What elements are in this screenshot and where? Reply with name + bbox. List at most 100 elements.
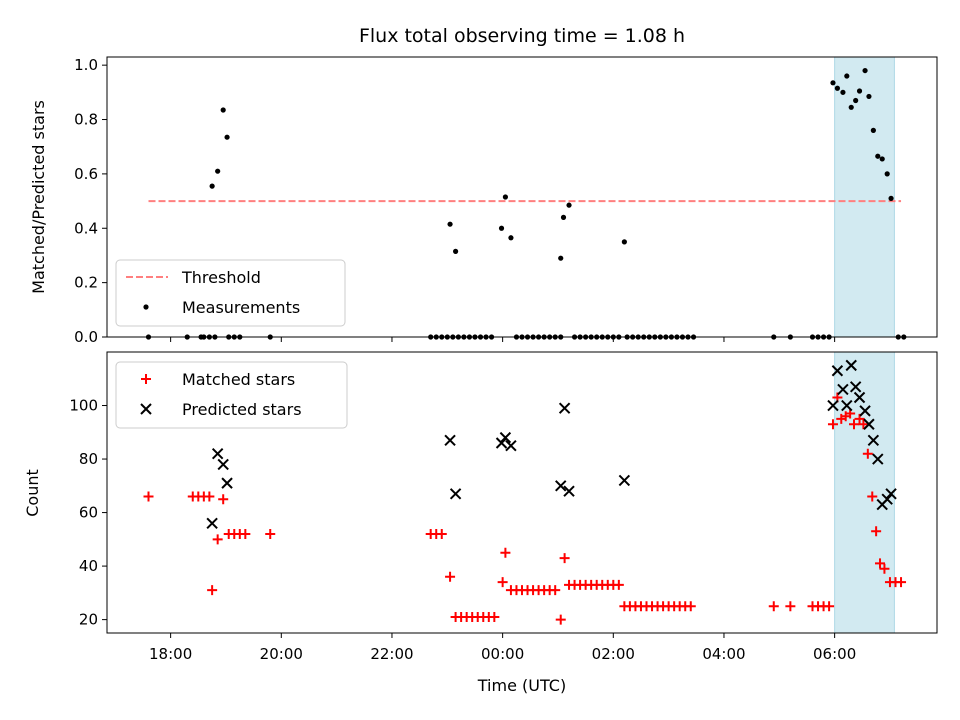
measurement-point	[875, 153, 881, 159]
matched-point	[613, 579, 624, 590]
matched-point	[436, 528, 447, 539]
matched-point	[555, 614, 566, 625]
measurement-point	[888, 195, 894, 201]
highlight-span	[834, 56, 895, 338]
predicted-point	[885, 488, 897, 500]
matched-point	[896, 577, 907, 588]
predicted-point	[495, 437, 508, 449]
measurement-point	[853, 97, 859, 104]
matched-point	[218, 494, 229, 505]
predicted-point	[211, 447, 224, 460]
legend-frame	[115, 259, 346, 327]
matched-point	[867, 491, 878, 502]
measurement-point	[834, 85, 841, 91]
x-tick-label: 02:00	[592, 645, 635, 663]
legend-measurement-marker	[143, 304, 149, 310]
x-tick-label: 22:00	[370, 645, 413, 663]
matched-point	[862, 448, 873, 459]
y-tick-label: 0.6	[74, 165, 98, 183]
predicted-point	[444, 434, 456, 447]
legend-label: Predicted stars	[182, 400, 302, 419]
y-tick-label: 60	[79, 504, 98, 522]
measurement-point	[840, 89, 846, 95]
legend: Threshold Measurements	[115, 259, 346, 327]
predicted-point	[827, 399, 839, 412]
legend-matched-marker	[141, 374, 151, 384]
axes-frame	[106, 56, 938, 338]
measurement-point	[215, 168, 221, 174]
predicted-point	[837, 383, 849, 396]
matched-point	[875, 558, 886, 569]
matched-point	[879, 563, 890, 574]
measurement-point	[844, 73, 850, 79]
matched-point	[265, 528, 276, 539]
x-tick-label: 00:00	[481, 645, 524, 663]
predicted-point	[872, 453, 884, 465]
measurement-point	[870, 127, 876, 133]
matched-point	[143, 491, 154, 502]
ratio-panel: 0.0 0.2 0.4 0.6 0.8 1.0 Threshold Measurements	[74, 56, 938, 346]
measurement-point	[884, 171, 890, 177]
y-tick-label: 100	[69, 397, 98, 415]
matched-point	[827, 419, 838, 430]
measurement-point	[209, 183, 215, 189]
matched-point	[212, 534, 223, 545]
matched-point	[824, 601, 835, 612]
predicted-point	[221, 477, 233, 489]
legend-label: Measurements	[182, 298, 300, 317]
measurement-point	[508, 235, 514, 241]
y-tick-label: 40	[79, 557, 98, 575]
measurement-point	[621, 239, 627, 245]
predicted-point	[499, 431, 512, 444]
y-tick-label: 20	[79, 611, 98, 629]
predicted-point	[505, 439, 517, 452]
matched-point	[550, 585, 561, 596]
matched-point	[871, 526, 882, 537]
predicted-point	[859, 405, 871, 417]
measurement-point	[558, 255, 564, 261]
x-tick-label: 06:00	[813, 645, 856, 663]
matched-point	[445, 571, 456, 582]
measurement-point	[220, 107, 226, 113]
matched-point	[489, 611, 500, 622]
matched-point	[497, 577, 508, 588]
predicted-point	[217, 458, 229, 471]
matched-point	[785, 601, 796, 612]
predicted-point	[831, 365, 844, 377]
legend-label: Threshold	[181, 268, 261, 287]
measurement-point	[879, 156, 885, 162]
predicted-point	[206, 517, 218, 529]
measurement-point	[848, 104, 854, 110]
matched-point	[768, 601, 779, 612]
measurement-point	[866, 93, 872, 100]
y-tick-label: 0.4	[74, 219, 98, 237]
axes-frame	[106, 351, 938, 634]
measurement-point	[453, 248, 459, 254]
highlight-span	[834, 351, 895, 634]
count-panel: 20 40 60 80 100 18:00 20:00 22:00 00:00 02:00 04:0…	[69, 351, 938, 663]
measurement-point	[830, 80, 836, 86]
matched-point	[849, 419, 859, 430]
x-tick-label: 18:00	[149, 645, 192, 663]
predicted-point	[867, 434, 880, 447]
ratio-axis-label: Matched/Predicted stars	[29, 100, 48, 294]
measurement-point	[856, 88, 863, 94]
predicted-point	[555, 480, 567, 492]
predicted-point	[558, 402, 571, 414]
legend-label: Matched stars	[182, 370, 295, 389]
x-tick-label: 04:00	[702, 645, 745, 663]
predicted-point	[849, 381, 862, 393]
matched-point	[500, 547, 511, 558]
matched-point	[685, 601, 696, 612]
y-tick-label: 0.8	[74, 111, 98, 129]
predicted-point	[863, 418, 875, 430]
y-tick-label: 0.2	[74, 274, 98, 292]
predicted-point	[563, 485, 575, 497]
y-tick-label: 0.0	[74, 328, 98, 346]
matched-point	[204, 491, 215, 502]
legend-frame	[115, 361, 348, 429]
y-tick-label: 1.0	[74, 56, 98, 74]
measurement-point	[447, 221, 453, 227]
chart-title: Flux total observing time = 1.08 h	[359, 25, 685, 47]
